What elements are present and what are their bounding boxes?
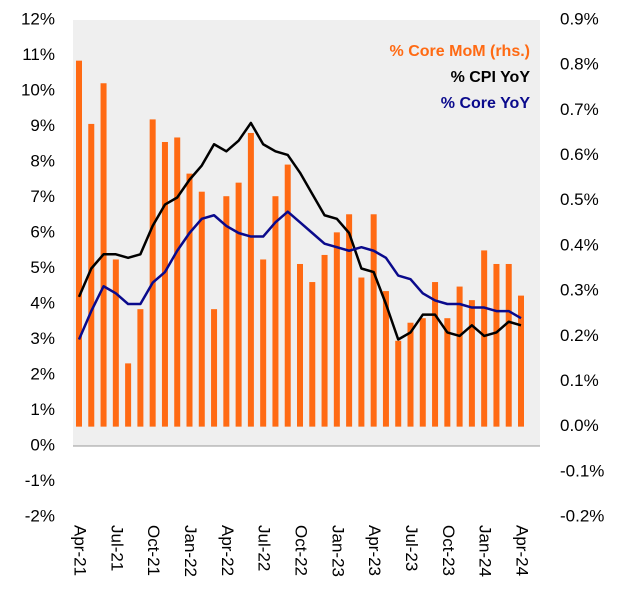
line	[77, 210, 522, 340]
bar	[284, 164, 291, 427]
bar	[444, 318, 451, 427]
y2-tick-label: -0.1%	[560, 461, 604, 480]
y-tick-label: 4%	[30, 293, 55, 312]
x-tick-label: Jan-22	[181, 525, 200, 577]
y2-tick-label: 0.9%	[560, 9, 599, 28]
y2-tick-label: 0.3%	[560, 281, 599, 300]
legend-entry: % Core YoY	[441, 95, 531, 112]
y-tick-label: -1%	[25, 471, 55, 490]
bar	[333, 232, 340, 427]
y2-tick-label: 0.0%	[560, 416, 599, 435]
bar	[370, 214, 377, 427]
x-tick-label: Apr-22	[218, 525, 237, 576]
bar	[505, 263, 512, 427]
y-tick-label: 3%	[30, 329, 55, 348]
bar	[198, 191, 205, 427]
x-tick-label: Oct-23	[439, 525, 458, 576]
y-tick-label: -2%	[25, 506, 55, 525]
bar	[518, 295, 524, 427]
x-tick-label: Jul-22	[255, 525, 274, 571]
bar	[260, 259, 267, 427]
bar	[211, 309, 218, 427]
y-tick-label: 7%	[30, 187, 55, 206]
y2-tick-label: -0.2%	[560, 506, 604, 525]
bar	[358, 277, 365, 427]
x-tick-label: Jan-24	[476, 525, 495, 577]
bar	[346, 214, 353, 427]
bar	[321, 254, 328, 427]
bar	[76, 60, 82, 427]
y-tick-label: 10%	[21, 80, 55, 99]
y2-tick-label: 0.4%	[560, 235, 599, 254]
x-tick-label: Oct-21	[144, 525, 163, 576]
bar	[247, 132, 254, 427]
y-tick-label: 8%	[30, 151, 55, 170]
y-tick-label: 2%	[30, 364, 55, 383]
bar	[161, 141, 168, 427]
bar	[149, 119, 156, 427]
bar	[174, 137, 181, 427]
bar	[88, 123, 95, 427]
bar	[309, 282, 316, 427]
y2-tick-label: 0.6%	[560, 145, 599, 164]
bar	[395, 340, 402, 427]
bar	[125, 363, 132, 427]
x-tick-label: Apr-23	[365, 525, 384, 576]
y2-tick-label: 0.2%	[560, 326, 599, 345]
bar	[235, 182, 242, 427]
y-tick-label: 11%	[22, 45, 55, 64]
x-tick-label: Jan-23	[328, 525, 347, 577]
y-tick-label: 6%	[30, 222, 55, 241]
y-tick-label: 0%	[30, 435, 55, 454]
y2-tick-label: 0.8%	[560, 55, 599, 74]
y-tick-label: 5%	[30, 258, 55, 277]
bar	[456, 286, 463, 427]
legend-entry: % Core MoM (rhs.)	[390, 43, 530, 60]
bar	[481, 250, 488, 427]
legend-entry: % CPI YoY	[451, 69, 531, 86]
bar	[297, 263, 303, 427]
bar	[419, 318, 426, 427]
x-tick-label: Oct-22	[292, 525, 311, 576]
x-tick-label: Jul-23	[402, 525, 421, 571]
x-tick-label: Apr-24	[513, 525, 532, 576]
bar	[382, 291, 389, 427]
y-tick-label: 1%	[30, 400, 55, 419]
y-tick-label: 9%	[30, 116, 55, 135]
bar	[468, 300, 475, 427]
y2-tick-label: 0.5%	[560, 190, 599, 209]
bar	[272, 196, 279, 427]
y-tick-label: 12%	[21, 9, 55, 28]
x-tick-label: Apr-21	[71, 525, 90, 576]
bar	[186, 173, 193, 427]
x-tick-label: Jul-21	[107, 525, 126, 571]
bar	[407, 322, 414, 427]
bar	[493, 263, 500, 427]
bar	[137, 309, 144, 427]
bar	[223, 196, 230, 427]
line	[77, 121, 522, 341]
bar	[112, 259, 119, 427]
bar	[432, 282, 439, 427]
y2-tick-label: 0.7%	[560, 100, 599, 119]
y2-tick-label: 0.1%	[560, 371, 599, 390]
